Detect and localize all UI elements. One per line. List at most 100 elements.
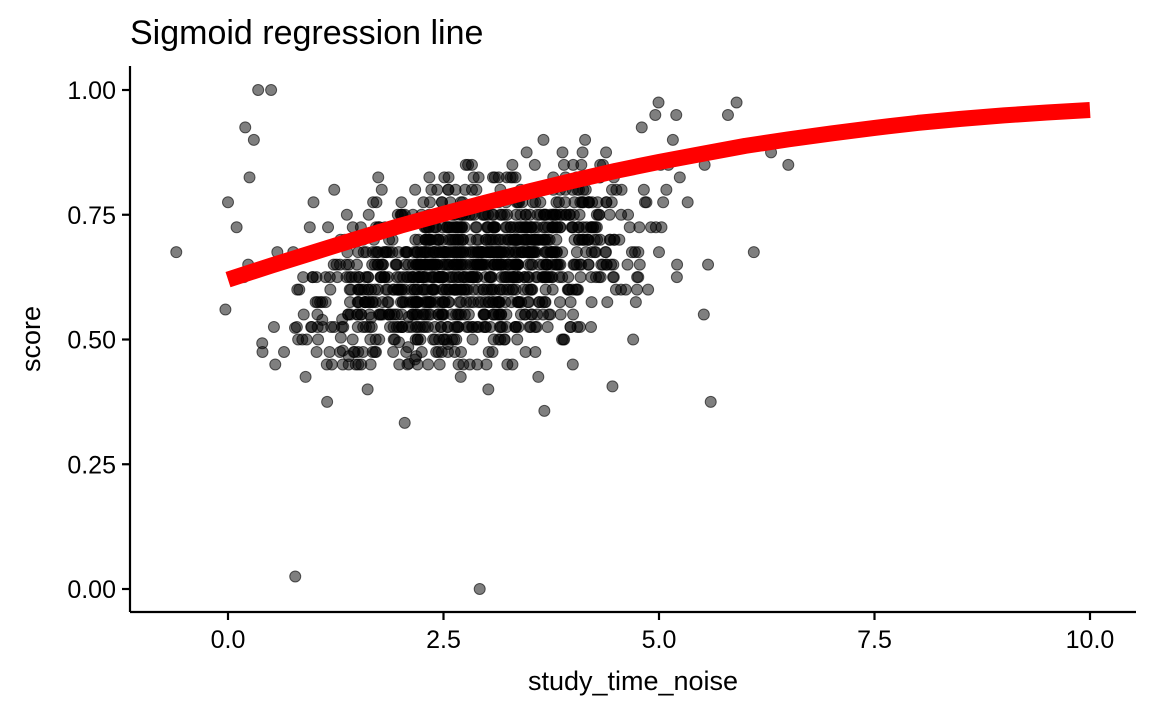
data-point: [352, 358, 365, 371]
data-point: [406, 258, 419, 271]
y-tick-label: 0.25: [67, 451, 116, 479]
data-point: [328, 183, 341, 196]
data-point: [576, 146, 589, 159]
data-point: [495, 308, 508, 321]
data-point: [606, 380, 619, 393]
data-point: [541, 321, 554, 334]
data-point: [511, 333, 524, 346]
data-point: [321, 395, 334, 408]
data-point: [539, 258, 552, 271]
data-point: [423, 171, 436, 184]
data-point: [527, 233, 540, 246]
data-point: [446, 233, 459, 246]
data-point: [473, 583, 486, 595]
data-point: [362, 208, 375, 221]
data-point: [671, 258, 684, 271]
data-point: [625, 246, 638, 259]
data-point: [369, 246, 382, 259]
data-point: [421, 246, 434, 259]
data-point: [459, 158, 472, 171]
data-point: [519, 308, 532, 321]
data-point: [497, 283, 510, 296]
data-point: [350, 258, 363, 271]
data-point: [601, 296, 614, 309]
data-point: [390, 258, 403, 271]
data-point: [552, 196, 565, 209]
data-point: [330, 258, 343, 271]
data-point: [239, 121, 252, 134]
data-point: [524, 208, 537, 221]
data-point: [450, 221, 463, 234]
data-point: [421, 258, 434, 271]
data-point: [450, 308, 463, 321]
data-point: [392, 336, 405, 349]
data-point: [500, 221, 513, 234]
data-point: [303, 221, 316, 234]
data-point: [438, 246, 451, 259]
data-point: [488, 246, 501, 259]
data-point: [470, 221, 483, 234]
data-point: [398, 416, 411, 429]
data-point: [305, 321, 318, 334]
y-tick-label: 0.75: [67, 202, 116, 230]
data-point: [507, 283, 520, 296]
data-point: [456, 233, 469, 246]
data-point: [466, 333, 479, 346]
data-point: [730, 96, 743, 109]
data-point: [637, 183, 650, 196]
data-point: [323, 345, 336, 358]
data-point: [670, 271, 683, 284]
data-point: [452, 358, 465, 371]
data-point: [509, 321, 522, 334]
data-point: [336, 358, 349, 371]
data-point: [267, 321, 280, 334]
data-point: [307, 196, 320, 209]
data-point: [551, 221, 564, 234]
data-point: [550, 233, 563, 246]
data-point: [392, 321, 405, 334]
data-point: [331, 271, 344, 284]
data-point: [448, 333, 461, 346]
y-axis-title: score: [16, 306, 46, 372]
data-point: [372, 258, 385, 271]
points-layer: [170, 84, 795, 595]
data-point: [615, 208, 628, 221]
data-point: [697, 308, 710, 321]
data-point: [395, 196, 408, 209]
data-point: [467, 171, 480, 184]
data-point: [435, 345, 448, 358]
data-point: [291, 283, 304, 296]
data-point: [247, 133, 260, 146]
data-point: [361, 383, 374, 396]
data-point: [385, 308, 398, 321]
data-point: [170, 246, 183, 259]
data-point: [324, 283, 337, 296]
data-point: [524, 321, 537, 334]
data-point: [520, 146, 533, 159]
data-point: [585, 296, 598, 309]
data-point: [610, 183, 623, 196]
data-point: [666, 133, 679, 146]
data-point: [436, 296, 449, 309]
x-tick-label: 2.5: [426, 626, 461, 654]
data-point: [455, 283, 468, 296]
data-point: [576, 196, 589, 209]
data-point: [539, 233, 552, 246]
data-point: [566, 358, 579, 371]
data-point: [621, 258, 634, 271]
data-point: [334, 331, 347, 344]
data-point: [493, 321, 506, 334]
data-point: [655, 221, 668, 234]
data-point: [782, 158, 795, 171]
data-point: [411, 283, 424, 296]
data-point: [433, 358, 446, 371]
data-point: [506, 158, 519, 171]
data-point: [230, 221, 243, 234]
data-point: [297, 308, 310, 321]
data-point: [422, 358, 435, 371]
data-point: [436, 271, 449, 284]
data-point: [673, 171, 686, 184]
data-point: [401, 271, 414, 284]
data-point: [436, 308, 449, 321]
